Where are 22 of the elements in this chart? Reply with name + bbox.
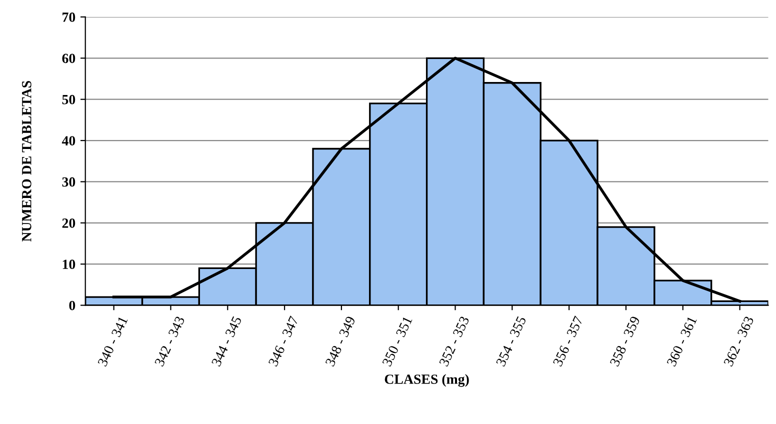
y-axis-title: NUMERO DE TABLETAS bbox=[22, 81, 32, 242]
x-tick-label: 346 - 347 bbox=[268, 316, 299, 367]
y-tick-label: 70 bbox=[62, 12, 76, 22]
x-tick-label: 354 - 355 bbox=[496, 316, 526, 367]
x-tick-label: 348 - 349 bbox=[325, 316, 356, 367]
x-tick-label: 356 - 357 bbox=[552, 316, 584, 367]
y-tick-label: 10 bbox=[62, 260, 76, 270]
y-tick-label: 50 bbox=[62, 94, 76, 104]
x-tick-label: 360 - 361 bbox=[666, 316, 697, 367]
x-tick-label: 358 - 359 bbox=[610, 316, 640, 367]
x-axis-title: CLASES (mg) bbox=[384, 374, 469, 387]
y-tick-label: 40 bbox=[62, 136, 76, 146]
x-tick-label: 342 - 343 bbox=[154, 316, 185, 367]
y-tick-label: 20 bbox=[62, 218, 76, 228]
y-tick-label: 30 bbox=[62, 177, 76, 187]
y-tick-label: 0 bbox=[69, 300, 76, 310]
x-tick-label: 340 - 341 bbox=[98, 316, 128, 367]
x-tick-label: 362 - 363 bbox=[724, 316, 754, 367]
x-tick-label: 350 - 351 bbox=[382, 316, 412, 367]
y-tick-label: 60 bbox=[62, 54, 76, 64]
x-tick-label: 352 - 353 bbox=[438, 316, 470, 367]
x-tick-label: 344 - 345 bbox=[211, 316, 242, 367]
